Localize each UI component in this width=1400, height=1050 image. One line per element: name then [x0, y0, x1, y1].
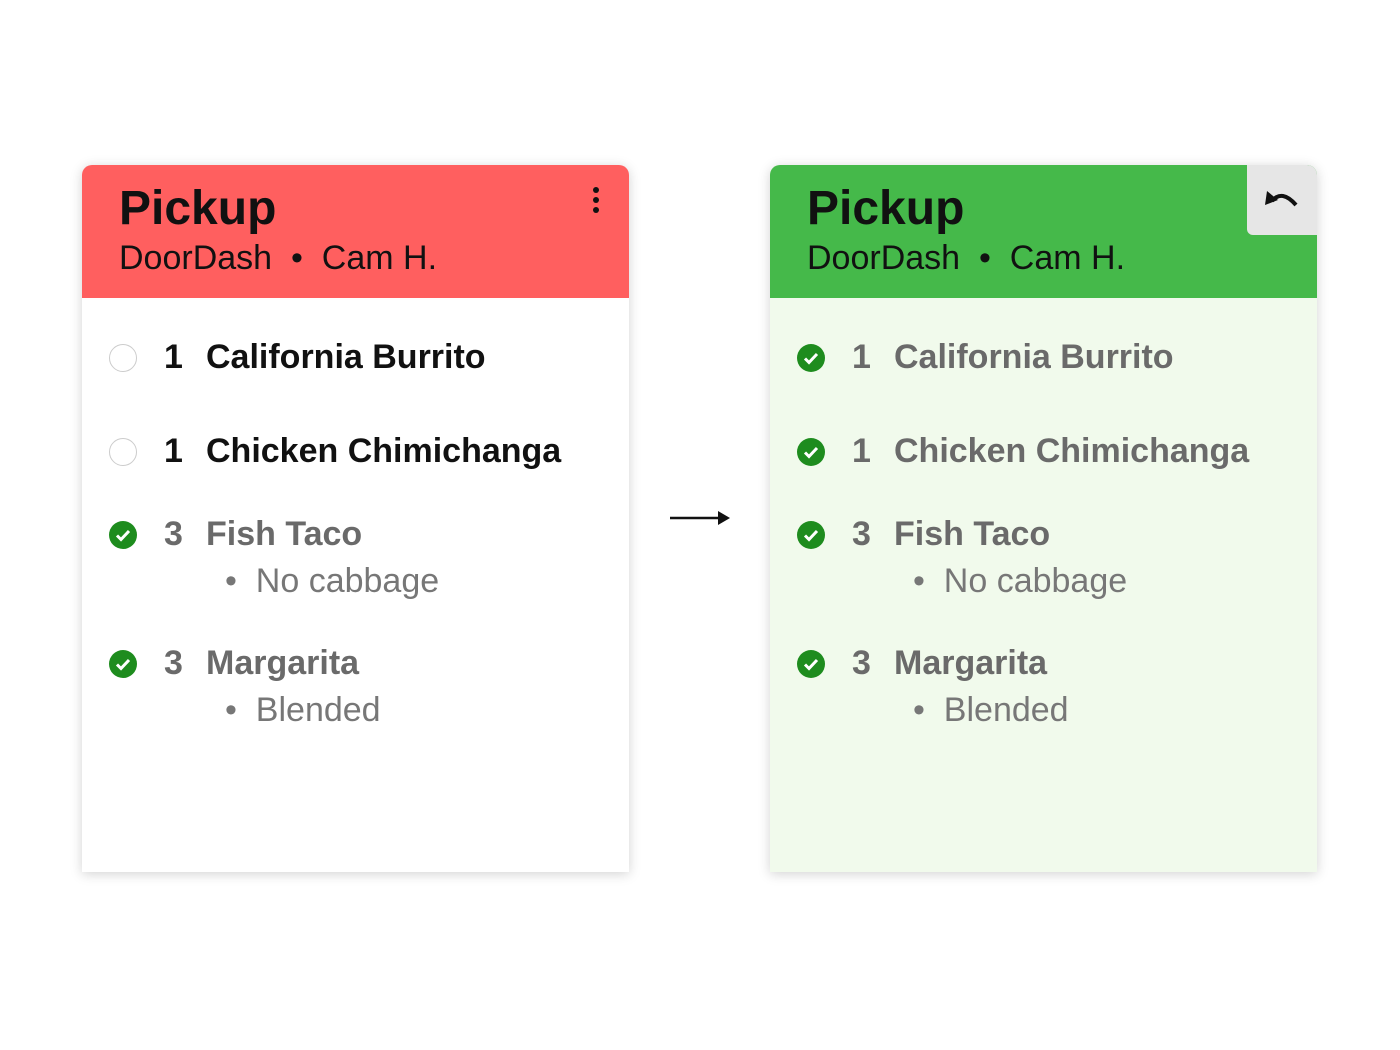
item-quantity: 3 — [852, 644, 871, 682]
order-subtitle: DoorDash • Cam H. — [807, 239, 1125, 278]
service-name: DoorDash — [119, 239, 273, 277]
item-modifier: • No cabbage — [913, 562, 1128, 600]
item-quantity: 1 — [164, 432, 183, 470]
order-header: Pickup DoorDash • Cam H. — [82, 165, 629, 298]
modifier-text: Blended — [943, 691, 1069, 729]
order-subtitle: DoorDash • Cam H. — [119, 239, 437, 278]
completed-order-card: Pickup DoorDash • Cam H. 1 California Bu… — [770, 165, 1317, 872]
item-modifier: • Blended — [225, 691, 381, 729]
item-name: Margarita — [894, 644, 1048, 682]
modifier-text: No cabbage — [943, 562, 1128, 600]
item-name: Fish Taco — [206, 515, 363, 553]
undo-icon — [1265, 191, 1298, 207]
undo-button[interactable] — [1247, 165, 1317, 235]
check-circle-icon[interactable] — [797, 438, 825, 466]
service-name: DoorDash — [807, 239, 961, 277]
item-name: Margarita — [206, 644, 360, 682]
arrow-right-icon — [670, 511, 730, 525]
check-circle-icon[interactable] — [797, 344, 825, 372]
item-quantity: 1 — [852, 432, 871, 470]
item-quantity: 3 — [164, 515, 183, 553]
item-quantity: 3 — [852, 515, 871, 553]
order-title: Pickup — [119, 182, 277, 235]
customer-name: Cam H. — [1009, 239, 1126, 277]
separator: • — [290, 239, 303, 277]
check-circle-icon[interactable] — [109, 521, 137, 549]
customer-name: Cam H. — [321, 239, 438, 277]
pending-order-card: Pickup DoorDash • Cam H. 1 California Bu… — [82, 165, 629, 872]
empty-circle-icon[interactable] — [109, 438, 137, 466]
item-name: California Burrito — [894, 338, 1174, 376]
item-quantity: 1 — [852, 338, 871, 376]
modifier-text: Blended — [255, 691, 381, 729]
check-circle-icon[interactable] — [797, 521, 825, 549]
separator: • — [978, 239, 991, 277]
empty-circle-icon[interactable] — [109, 344, 137, 372]
item-modifier: • No cabbage — [225, 562, 440, 600]
order-header: Pickup DoorDash • Cam H. — [770, 165, 1317, 298]
check-circle-icon[interactable] — [797, 650, 825, 678]
order-title: Pickup — [807, 182, 965, 235]
item-name: California Burrito — [206, 338, 486, 376]
modifier-text: No cabbage — [255, 562, 440, 600]
item-modifier: • Blended — [913, 691, 1069, 729]
item-quantity: 1 — [164, 338, 183, 376]
item-quantity: 3 — [164, 644, 183, 682]
more-vertical-icon[interactable] — [591, 187, 601, 217]
check-circle-icon[interactable] — [109, 650, 137, 678]
item-name: Fish Taco — [894, 515, 1051, 553]
item-name: Chicken Chimichanga — [894, 432, 1250, 470]
item-name: Chicken Chimichanga — [206, 432, 562, 470]
